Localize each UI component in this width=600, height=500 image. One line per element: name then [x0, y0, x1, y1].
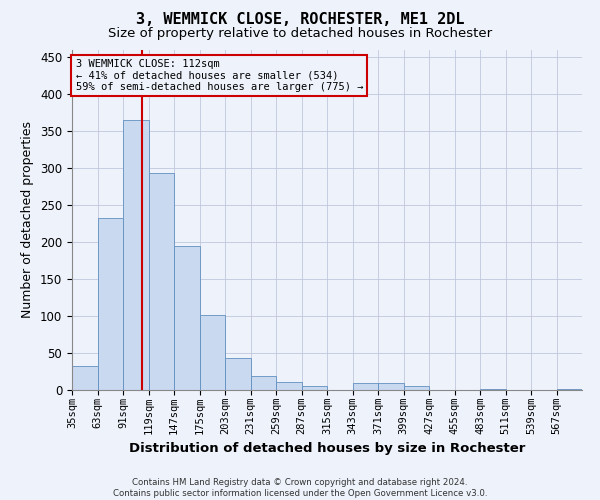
- Text: 3 WEMMICK CLOSE: 112sqm
← 41% of detached houses are smaller (534)
59% of semi-d: 3 WEMMICK CLOSE: 112sqm ← 41% of detache…: [76, 59, 363, 92]
- Text: Contains HM Land Registry data © Crown copyright and database right 2024.
Contai: Contains HM Land Registry data © Crown c…: [113, 478, 487, 498]
- Bar: [251, 376, 276, 390]
- Bar: [97, 218, 123, 390]
- Bar: [557, 388, 582, 390]
- X-axis label: Distribution of detached houses by size in Rochester: Distribution of detached houses by size …: [129, 442, 525, 455]
- Bar: [225, 358, 251, 390]
- Bar: [123, 120, 149, 390]
- Bar: [480, 388, 505, 390]
- Bar: [199, 314, 225, 390]
- Bar: [302, 386, 327, 390]
- Bar: [72, 366, 97, 390]
- Bar: [378, 384, 404, 390]
- Y-axis label: Number of detached properties: Number of detached properties: [22, 122, 34, 318]
- Bar: [276, 382, 302, 390]
- Bar: [149, 174, 174, 390]
- Bar: [353, 384, 378, 390]
- Bar: [404, 386, 429, 390]
- Text: 3, WEMMICK CLOSE, ROCHESTER, ME1 2DL: 3, WEMMICK CLOSE, ROCHESTER, ME1 2DL: [136, 12, 464, 28]
- Text: Size of property relative to detached houses in Rochester: Size of property relative to detached ho…: [108, 28, 492, 40]
- Bar: [174, 246, 199, 390]
